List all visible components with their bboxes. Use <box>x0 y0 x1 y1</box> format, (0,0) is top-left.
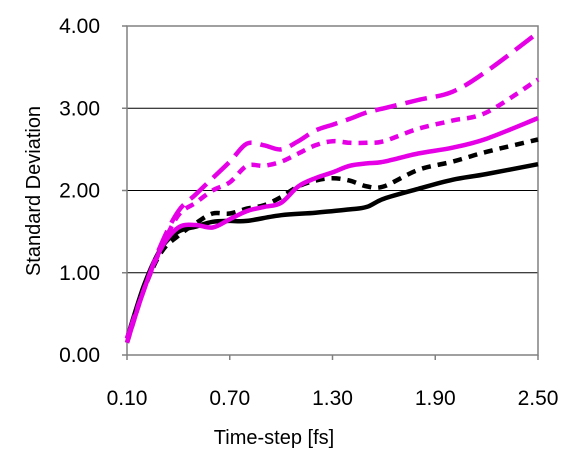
x-tick-label: 1.30 <box>312 387 353 410</box>
y-axis: 0.00 1.00 2.00 3.00 4.00 <box>59 15 127 367</box>
series-line-2 <box>127 140 538 343</box>
grid <box>127 108 538 273</box>
x-tick-label: 0.70 <box>209 387 250 410</box>
x-tick-label: 0.10 <box>107 387 148 410</box>
x-axis-label: Time-step [fs] <box>214 427 334 449</box>
x-tick-label: 1.90 <box>415 387 456 410</box>
y-tick-label: 1.00 <box>59 262 100 285</box>
y-axis-label: Standard Deviation <box>23 106 45 276</box>
x-axis: 0.10 0.70 1.30 1.90 2.50 <box>107 355 559 410</box>
series-line-5 <box>127 33 538 339</box>
series-group <box>127 33 538 343</box>
y-tick-label: 0.00 <box>59 344 100 367</box>
y-tick-label: 3.00 <box>59 97 100 120</box>
y-tick-label: 4.00 <box>59 15 100 38</box>
x-tick-label: 2.50 <box>518 387 559 410</box>
y-tick-label: 2.00 <box>59 180 100 203</box>
